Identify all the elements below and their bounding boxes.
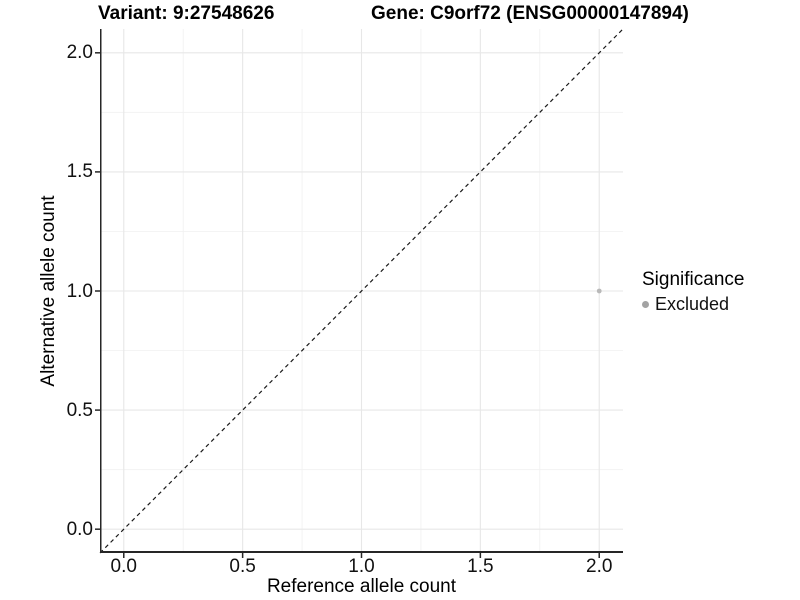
identity-line <box>99 28 624 554</box>
x-tick-label: 1.5 <box>467 556 494 577</box>
scatter-plot <box>95 28 624 558</box>
data-point <box>596 288 602 294</box>
legend-item-label: Excluded <box>655 294 730 314</box>
legend-point-icon <box>642 301 649 308</box>
y-tick-label: 1.5 <box>66 161 93 183</box>
plot-panel <box>95 28 624 558</box>
plot-title-variant: Variant: 9:27548626 <box>98 3 275 24</box>
x-tick-label: 0.5 <box>229 556 256 577</box>
x-tick-label: 2.0 <box>586 556 613 577</box>
y-tick-label: 0.0 <box>66 518 93 540</box>
legend-item: Excluded <box>642 294 744 315</box>
x-axis-title: Reference allele count <box>266 576 457 597</box>
x-tick-label: 0.0 <box>110 556 137 577</box>
plot-title-gene: Gene: C9orf72 (ENSG00000147894) <box>371 3 689 24</box>
y-tick-label: 0.5 <box>66 399 93 421</box>
legend: Significance Excluded <box>642 269 744 315</box>
y-tick-label: 2.0 <box>66 42 93 64</box>
y-tick-label: 1.0 <box>66 280 93 302</box>
legend-title: Significance <box>642 269 745 290</box>
x-tick-label: 1.0 <box>348 556 375 577</box>
